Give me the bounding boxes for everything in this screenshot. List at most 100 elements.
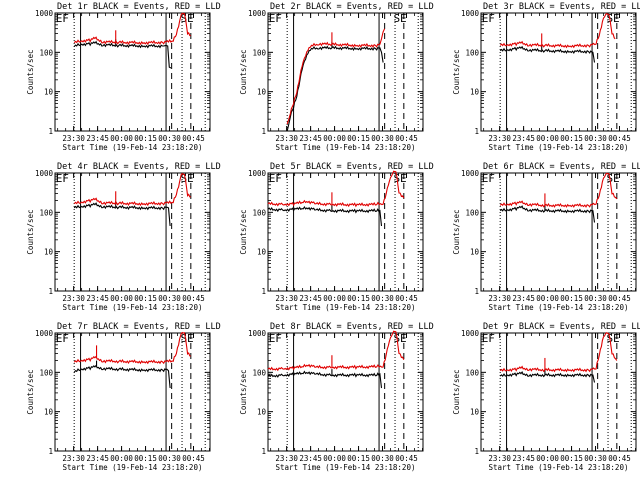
y-tick-label: 100 [465, 48, 479, 57]
detector-panel: Det 7r BLACK = Events, RED = LLD 1 10 100 10… [26, 322, 221, 472]
x-tick-label: 23:45 [299, 134, 322, 143]
lld-series-line [73, 172, 191, 207]
y-tick-label: 100 [252, 48, 266, 57]
lld-series-line [499, 172, 618, 208]
y-tick-label: 1 [261, 127, 266, 136]
marker-label: SE [393, 172, 406, 185]
lld-series-line [267, 170, 405, 208]
x-tick-label: 00:00 [323, 454, 346, 463]
x-tick-label: 23:45 [86, 134, 109, 143]
y-tick-label: 1 [474, 447, 479, 456]
events-series-line [499, 205, 596, 223]
x-tick-label: 00:00 [536, 134, 559, 143]
lld-series-line [286, 28, 386, 125]
detector-panel: Det 6r BLACK = Events, RED = LLD 1 10 100 10… [452, 162, 640, 312]
marker-label: E [482, 12, 489, 25]
x-tick-label: 00:45 [395, 134, 418, 143]
y-tick-label: 100 [252, 368, 266, 377]
y-tick-label: 1 [474, 127, 479, 136]
marker-label: F [275, 172, 282, 185]
marker-label: E [56, 172, 63, 185]
x-tick-label: 00:45 [608, 454, 631, 463]
y-tick-label: 1 [48, 127, 53, 136]
marker-label: F [62, 172, 69, 185]
x-tick-label: 00:45 [395, 294, 418, 303]
events-series-line [73, 40, 172, 69]
lld-series-line [267, 330, 405, 372]
panel-title: Det 9r BLACK = Events, RED = LLD [483, 322, 640, 332]
plot-frame [54, 332, 211, 452]
plot-frame [267, 12, 424, 132]
y-tick-label: 10 [44, 408, 54, 417]
x-tick-label: 23:30 [275, 134, 298, 143]
y-tick-label: 1000 [35, 329, 54, 338]
x-tick-label: 23:30 [62, 294, 85, 303]
marker-label: SE [180, 12, 193, 25]
events-series-line [499, 45, 596, 63]
plot-frame [480, 172, 637, 292]
marker-label: SE [606, 172, 619, 185]
x-tick-label: 00:15 [560, 454, 583, 463]
x-axis-label: Start Time (19-Feb-14 23:18:20) [489, 463, 629, 472]
x-tick-label: 00:30 [584, 454, 607, 463]
detector-panel: Det 1r BLACK = Events, RED = LLD 1 10 100 10… [26, 2, 221, 152]
x-tick-label: 00:30 [371, 454, 394, 463]
x-tick-label: 00:45 [395, 454, 418, 463]
x-tick-label: 23:30 [275, 454, 298, 463]
lld-series-line [499, 12, 616, 49]
marker-label: SE [180, 332, 193, 345]
marker-label: SE [606, 332, 619, 345]
x-axis-label: Start Time (19-Feb-14 23:18:20) [276, 143, 416, 152]
y-axis-label: Counts/sec [239, 369, 248, 414]
events-series-line [267, 205, 383, 227]
plot-frame [267, 332, 424, 452]
x-tick-label: 00:00 [536, 454, 559, 463]
y-tick-label: 1 [261, 447, 266, 456]
y-tick-label: 100 [39, 48, 53, 57]
plot-frame [54, 172, 211, 292]
detector-panel: Det 3r BLACK = Events, RED = LLD 1 10 100 10… [452, 2, 640, 152]
marker-label: E [269, 12, 276, 25]
x-tick-label: 23:30 [488, 454, 511, 463]
x-tick-label: 23:30 [488, 134, 511, 143]
x-tick-label: 00:30 [158, 454, 181, 463]
x-axis-label: Start Time (19-Feb-14 23:18:20) [63, 143, 203, 152]
events-series-line [73, 202, 171, 227]
panel-title: Det 5r BLACK = Events, RED = LLD [270, 162, 434, 172]
x-tick-label: 23:30 [488, 294, 511, 303]
plot-frame [54, 12, 211, 132]
x-tick-label: 00:15 [347, 454, 370, 463]
y-tick-label: 10 [257, 88, 267, 97]
events-series-line [267, 370, 383, 389]
x-tick-label: 00:15 [134, 134, 157, 143]
x-axis-label: Start Time (19-Feb-14 23:18:20) [63, 303, 203, 312]
y-tick-label: 1000 [248, 329, 267, 338]
y-tick-label: 1 [261, 287, 266, 296]
y-tick-label: 1 [48, 447, 53, 456]
panel-title: Det 4r BLACK = Events, RED = LLD [57, 162, 221, 172]
marker-label: SE [180, 172, 193, 185]
marker-label: SE [393, 12, 406, 25]
y-tick-label: 1 [474, 287, 479, 296]
y-axis-label: Counts/sec [452, 49, 461, 94]
y-axis-label: Counts/sec [452, 369, 461, 414]
y-axis-label: Counts/sec [239, 209, 248, 254]
y-tick-label: 100 [465, 368, 479, 377]
x-tick-label: 00:00 [323, 294, 346, 303]
x-tick-label: 00:00 [323, 134, 346, 143]
y-tick-label: 10 [44, 88, 54, 97]
y-tick-label: 1000 [461, 9, 480, 18]
x-tick-label: 23:30 [275, 294, 298, 303]
marker-label: F [62, 12, 69, 25]
y-tick-label: 1 [48, 287, 53, 296]
x-axis-label: Start Time (19-Feb-14 23:18:20) [489, 303, 629, 312]
marker-label: F [275, 12, 282, 25]
x-tick-label: 23:45 [512, 294, 535, 303]
x-tick-label: 00:30 [371, 294, 394, 303]
marker-label: E [269, 332, 276, 345]
detector-panel: Det 2r BLACK = Events, RED = LLD 1 10 100 10… [239, 2, 434, 152]
x-tick-label: 23:45 [299, 454, 322, 463]
marker-label: E [482, 172, 489, 185]
